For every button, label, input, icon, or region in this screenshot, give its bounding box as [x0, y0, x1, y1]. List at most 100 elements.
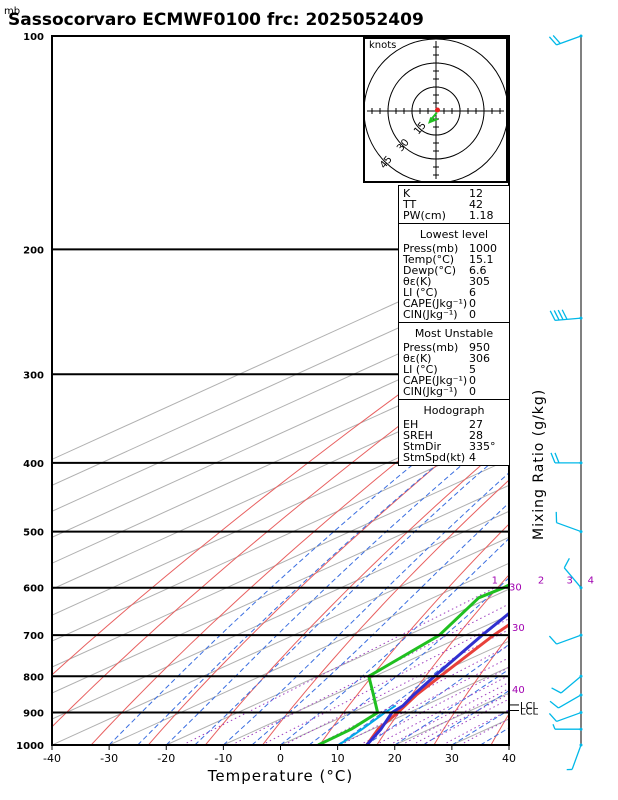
index-value: 0	[469, 308, 476, 321]
dry-adiabat	[262, 479, 509, 745]
parcel-profile	[365, 611, 509, 745]
index-value: 0	[469, 385, 476, 398]
index-label: StmSpd(kt)	[403, 451, 466, 464]
moist-adiabat	[394, 668, 509, 745]
index-label: CAPE(Jkg⁻¹)	[403, 297, 468, 310]
moist-adiabat	[251, 502, 509, 745]
index-row: LI (°C) 5	[403, 364, 505, 375]
isotherm	[166, 588, 509, 745]
index-value: 4	[469, 451, 476, 464]
wind-barb	[566, 743, 583, 771]
lcl-label: LCL	[520, 701, 539, 712]
isotherm	[52, 251, 509, 460]
mixing-ratio-axis-label: Mixing Ratio (g/kg)	[531, 388, 547, 540]
dry-adiabat	[548, 36, 618, 745]
x-tick-label: 10	[331, 752, 345, 765]
isotherm	[52, 328, 509, 538]
indices-summary: K 12 TT 42 PW(cm) 1.18	[399, 186, 509, 224]
index-value: 950	[469, 341, 490, 354]
dry-adiabat	[90, 372, 509, 745]
wet-bulb-profile	[338, 704, 397, 745]
pressure-tick-label: 500	[23, 528, 44, 539]
index-row: SREH 28	[403, 430, 505, 441]
index-row: CIN(Jkg⁻¹) 0	[403, 386, 505, 397]
index-row: TT 42	[403, 199, 505, 210]
moist-adiabat	[423, 690, 509, 745]
isotherm	[566, 36, 618, 745]
theta-e-label: 30	[512, 623, 525, 634]
chart-title: Sassocorvaro ECMWF0100 frc: 2025052409	[8, 10, 424, 30]
index-label: StmDir	[403, 440, 442, 453]
dry-adiabat	[52, 342, 509, 728]
x-axis-label: Temperature (°C)	[207, 767, 353, 785]
index-value: 305	[469, 275, 490, 288]
mixing-ratio-label: 4	[588, 576, 594, 587]
wind-barb	[549, 693, 583, 709]
wind-barb	[552, 723, 583, 731]
pressure-tick-label: 100	[23, 32, 44, 43]
lowest-level-header: Lowest level	[419, 228, 489, 241]
wind-barb	[551, 674, 583, 694]
dry-adiabat	[605, 36, 618, 745]
lowest-level-section: Lowest level Press(mb) 1000 Temp(°C) 15.1 De…	[399, 224, 509, 323]
pressure-tick-label: 600	[23, 584, 44, 595]
mixing-ratio-line	[375, 674, 509, 745]
most-unstable-section: Most Unstable Press(mb) 950 θε(K) 306 LI (°C…	[399, 323, 509, 400]
index-label: θε(K)	[403, 352, 432, 365]
index-row: Press(mb) 1000	[403, 243, 505, 254]
isotherm	[52, 484, 509, 694]
wind-barb	[549, 309, 583, 322]
index-row: θε(K) 306	[403, 353, 505, 364]
index-value: 1000	[469, 242, 497, 255]
index-label: EH	[403, 418, 419, 431]
mixing-ratio-label: 3	[567, 576, 573, 587]
isotherm	[52, 277, 509, 486]
moist-adiabat	[337, 613, 509, 745]
index-label: LI (°C)	[403, 363, 438, 376]
wind-barb	[563, 557, 583, 590]
wind-barb	[548, 711, 583, 723]
index-value: 0	[469, 374, 476, 387]
x-tick-label: 0	[277, 752, 284, 765]
index-row: EH 27	[403, 419, 505, 430]
x-tick-label: -40	[43, 752, 61, 765]
mixing-ratio-line	[261, 618, 509, 745]
index-label: Press(mb)	[403, 341, 459, 354]
index-value: 12	[469, 187, 483, 200]
index-row: CAPE(Jkg⁻¹) 0	[403, 298, 505, 309]
index-label: θε(K)	[403, 275, 432, 288]
moist-adiabat	[508, 744, 509, 745]
dry-adiabat	[205, 440, 509, 745]
index-row: Press(mb) 950	[403, 342, 505, 353]
hodograph-section: Hodograph EH 27 SREH 28 StmDir 335° StmSpd(kt)…	[399, 400, 509, 465]
index-value: 0	[469, 297, 476, 310]
x-tick-label: -30	[100, 752, 118, 765]
index-label: Temp(°C)	[403, 253, 455, 266]
dry-adiabat	[433, 634, 509, 745]
hodograph-header: Hodograph	[423, 404, 485, 417]
index-label: K	[403, 187, 411, 200]
index-value: 42	[469, 198, 483, 211]
index-value: 6.6	[469, 264, 487, 277]
index-row: CIN(Jkg⁻¹) 0	[403, 309, 505, 320]
index-label: CAPE(Jkg⁻¹)	[403, 374, 468, 387]
isotherm	[52, 458, 509, 668]
pressure-unit-label: mb	[4, 6, 21, 17]
storm-motion-marker	[435, 107, 440, 113]
hodograph: 15 30 45 knots	[363, 37, 508, 183]
isotherm	[223, 614, 509, 745]
index-value: 28	[469, 429, 483, 442]
temperature-profile	[365, 622, 509, 745]
pressure-tick-label: 400	[23, 459, 44, 470]
index-row: LI (°C) 6	[403, 287, 505, 298]
isotherm	[52, 536, 509, 745]
pressure-tick-label: 1000	[16, 741, 44, 752]
index-label: CIN(Jkg⁻¹)	[403, 308, 458, 321]
index-value: 1.18	[469, 209, 494, 222]
x-tick-label: -20	[157, 752, 175, 765]
index-label: LI (°C)	[403, 286, 438, 299]
dry-adiabat	[147, 404, 509, 745]
index-value: 306	[469, 352, 490, 365]
x-tick-label: -10	[214, 752, 232, 765]
